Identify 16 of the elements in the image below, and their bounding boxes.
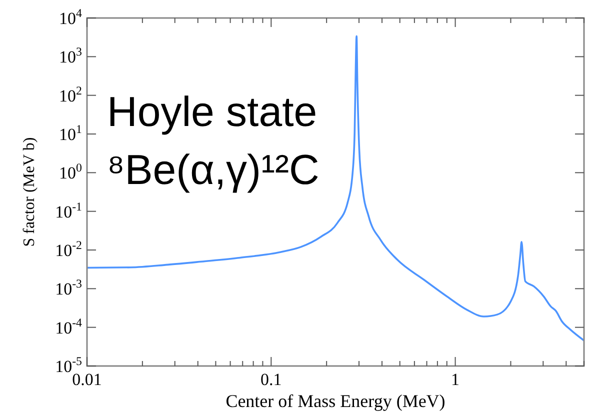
x-tick-label: 1	[451, 370, 460, 389]
x-tick-label: 0.01	[72, 370, 102, 389]
y-tick-label: 10$^{-3}$	[55, 276, 82, 299]
y-tick-label: 10$^{0}$	[59, 160, 82, 183]
y-tick-label: 10$^{-4}$	[55, 315, 82, 338]
annotation: Hoyle state	[107, 88, 318, 135]
y-tick-label: 10$^{-2}$	[55, 238, 82, 260]
y-tick-label: 10$^{4}$	[59, 6, 82, 28]
y-tick-label: 10$^{3}$	[59, 44, 82, 67]
y-tick-label: 10$^{1}$	[59, 122, 82, 144]
x-tick-label: 0.1	[260, 370, 282, 389]
y-axis-title: S factor (MeV b)	[21, 137, 38, 247]
x-axis-title: Center of Mass Energy (MeV)	[226, 391, 446, 411]
y-tick-label: 10$^{-1}$	[55, 199, 82, 222]
annotation: ⁸Be(α,γ)¹²C	[107, 146, 320, 193]
y-tick-label: 10$^{2}$	[59, 83, 82, 106]
